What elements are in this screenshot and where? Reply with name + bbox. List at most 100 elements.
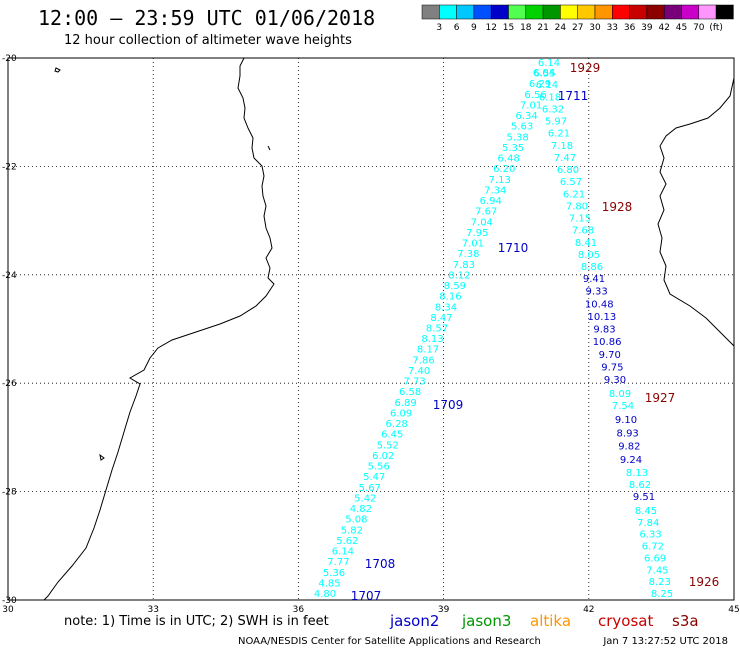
map-subtitle: 12 hour collection of altimeter wave hei… xyxy=(64,33,352,48)
swh-value: 9.30 xyxy=(604,375,626,386)
legend-swatch xyxy=(456,4,475,20)
pass-labels: 1707 1708 1709 1710 1711 1926 1927 1928 1929 xyxy=(351,61,720,603)
pass-label: 1928 xyxy=(602,200,633,214)
swh-value: 8.59 xyxy=(444,281,466,292)
legend-swatch xyxy=(473,4,492,20)
legend-swatch xyxy=(421,4,440,20)
lon-tick-label: 42 xyxy=(583,605,594,615)
swh-value: 7.13 xyxy=(489,175,511,186)
legend-swatch xyxy=(698,4,717,20)
swh-value: 6.57 xyxy=(560,177,582,188)
swh-value: 5.35 xyxy=(502,143,524,154)
legend-swatch xyxy=(594,4,613,20)
map-title: 12:00 – 23:59 UTC 01/06/2018 xyxy=(38,6,376,30)
island-small-2 xyxy=(99,453,105,461)
pass-label: 1708 xyxy=(365,557,396,571)
legend-label: 6 xyxy=(454,23,460,33)
swh-value: 8.93 xyxy=(617,428,639,439)
swh-value: 8.13 xyxy=(421,334,443,345)
swh-value: 8.17 xyxy=(417,345,439,356)
legend-label: 15 xyxy=(503,23,514,33)
lat-tick-label: -26 xyxy=(2,379,17,389)
swh-value: 6.14 xyxy=(538,58,560,69)
swh-value: 4.85 xyxy=(318,578,340,589)
swh-value: 8.23 xyxy=(649,577,671,588)
swh-value: 7.54 xyxy=(612,401,634,412)
swh-value: 9.10 xyxy=(615,415,637,426)
swh-value: 7.01 xyxy=(462,239,484,250)
swh-value: 6.29 xyxy=(529,79,551,90)
legend-swatch xyxy=(525,4,544,20)
swh-value: 6.28 xyxy=(386,419,408,430)
pass-label: 1710 xyxy=(498,241,529,255)
swh-value: 5.08 xyxy=(345,515,367,526)
swh-value: 9.83 xyxy=(593,325,615,336)
swh-value: 8.09 xyxy=(609,389,631,400)
legend-label: 70 xyxy=(693,23,705,33)
legend-swatch xyxy=(681,4,700,20)
coastline xyxy=(43,57,735,601)
satellite-name: s3a xyxy=(672,612,699,630)
swh-value: 6.72 xyxy=(642,542,664,553)
lat-tick-label: -30 xyxy=(2,596,17,606)
swh-value: 8.57 xyxy=(426,324,448,335)
legend-swatch xyxy=(715,4,734,20)
swh-value: 5.56 xyxy=(368,462,390,473)
swh-value: 10.86 xyxy=(593,337,622,348)
lat-tick-label: -28 xyxy=(2,488,17,498)
pass-label: 1711 xyxy=(558,89,589,103)
legend-label: (ft) xyxy=(709,23,723,33)
swh-value: 6.45 xyxy=(381,430,403,441)
legend-swatch xyxy=(560,4,578,20)
swh-value: 6.09 xyxy=(390,408,412,419)
swh-value: 5.62 xyxy=(336,536,358,547)
swh-value: 6.04 xyxy=(533,68,555,79)
swh-value: 6.56 xyxy=(524,90,546,101)
swh-value: 5.97 xyxy=(545,117,567,128)
pass-label: 1709 xyxy=(433,398,464,412)
satellite-name: cryosat xyxy=(598,612,653,630)
footnote: note: 1) Time is in UTC; 2) SWH is in fe… xyxy=(64,614,329,629)
swh-value: 7.86 xyxy=(412,355,434,366)
swh-value: 8.16 xyxy=(439,292,461,303)
island-small-1 xyxy=(54,67,61,73)
swh-value: 6.69 xyxy=(644,553,666,564)
swh-value: 9.70 xyxy=(599,350,621,361)
swh-value: 6.14 xyxy=(332,547,354,558)
swh-value: 10.48 xyxy=(585,299,614,310)
swh-value: 7.84 xyxy=(637,518,659,529)
swh-value: 7.45 xyxy=(646,565,668,576)
satellite-name: jason3 xyxy=(461,612,511,630)
swh-value: 7.73 xyxy=(403,377,425,388)
credit-line: NOAA/NESDIS Center for Satellite Applica… xyxy=(238,636,541,647)
swh-value: 5.38 xyxy=(507,132,529,143)
legend-label: 24 xyxy=(555,23,567,33)
swh-value: 8.86 xyxy=(581,262,603,273)
legend-label: 45 xyxy=(676,23,687,33)
legend-label: 9 xyxy=(471,23,477,33)
swh-value: 6.20 xyxy=(493,164,515,175)
lat-tick-label: -22 xyxy=(2,162,17,172)
swh-value: 8.34 xyxy=(435,302,457,313)
swh-value: 6.14 xyxy=(536,80,558,91)
swh-value: 7.83 xyxy=(453,260,475,271)
legend-label: 33 xyxy=(607,23,618,33)
swh-value: 5.67 xyxy=(359,483,381,494)
swh-value: 8.47 xyxy=(430,313,452,324)
swh-value: 9.75 xyxy=(601,362,623,373)
swh-tracks: 4.804.855.367.776.145.625.825.084.825.42… xyxy=(314,58,673,600)
latitude-ticks: -20 -22 -24 -26 -28 -30 xyxy=(2,54,17,606)
legend-label: 3 xyxy=(436,23,442,33)
swh-value: 6.21 xyxy=(563,189,585,200)
swh-value: 10.13 xyxy=(588,312,617,323)
swh-value: 5.42 xyxy=(354,493,376,504)
swh-value: 7.01 xyxy=(520,100,542,111)
legend-swatch xyxy=(508,4,527,20)
legend-swatch xyxy=(612,4,630,20)
swh-value: 9.33 xyxy=(585,287,607,298)
legend-label: 27 xyxy=(572,23,583,33)
swh-value: 7.77 xyxy=(327,557,349,568)
swh-value: 6.48 xyxy=(498,154,520,165)
swh-value: 6.21 xyxy=(548,129,570,140)
